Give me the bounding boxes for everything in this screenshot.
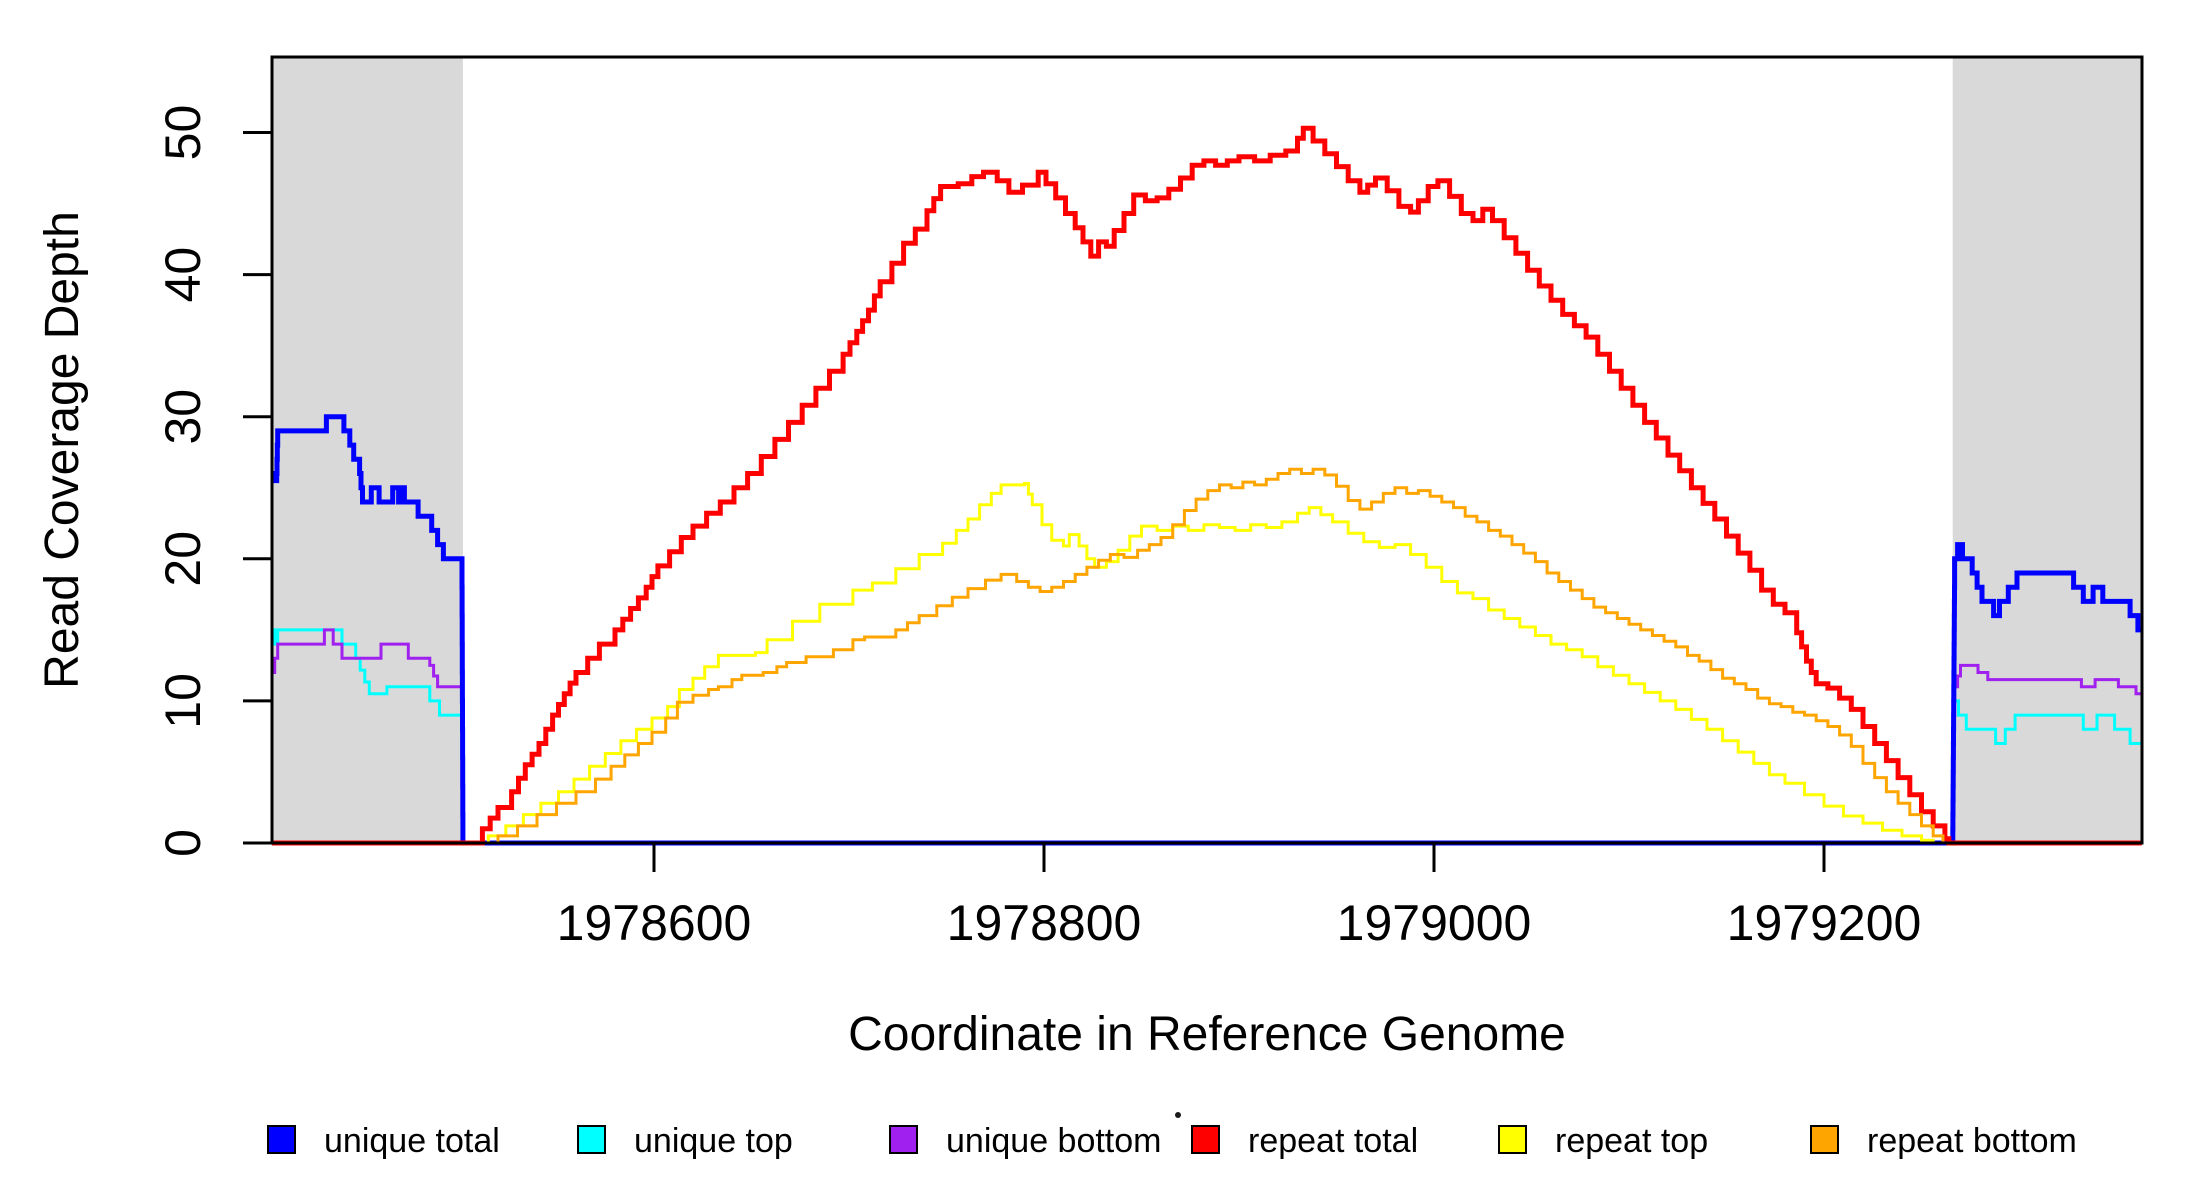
series-repeat-total: [271, 125, 2142, 846]
legend-label: repeat total: [1248, 1122, 1418, 1160]
legend-item-unique-total: unique total: [267, 1122, 500, 1160]
legend-swatch-icon: [267, 1125, 296, 1154]
legend-label: unique total: [324, 1122, 500, 1160]
legend-swatch-icon: [1498, 1125, 1527, 1154]
series-unique-total: [271, 414, 2142, 846]
series-repeat-bottom: [271, 467, 2142, 845]
legend-item-unique-bottom: unique bottom: [889, 1122, 1162, 1160]
x-tick-label: 1978600: [557, 895, 752, 951]
stray-dot: [1175, 1112, 1181, 1118]
legend-label: unique top: [634, 1122, 793, 1160]
series-layer: [271, 125, 2142, 846]
y-tick-label: 50: [155, 105, 211, 161]
legend-label: repeat bottom: [1867, 1122, 2077, 1160]
legend-item-repeat-top: repeat top: [1498, 1122, 1708, 1160]
legend-swatch-icon: [889, 1125, 918, 1154]
legend-label: unique bottom: [946, 1122, 1162, 1160]
shaded-region-left-flank: [271, 58, 463, 843]
legend-item-unique-top: unique top: [577, 1122, 793, 1160]
shaded-region-right-flank: [1952, 58, 2142, 843]
x-tick-label: 1979200: [1727, 895, 1922, 951]
plot-border-box: [270, 55, 2144, 845]
x-tick-label: 1979000: [1337, 895, 1532, 951]
y-tick-label: 40: [155, 247, 211, 303]
legend-label: repeat top: [1555, 1122, 1708, 1160]
y-tick-label: 10: [155, 673, 211, 729]
legend-swatch-icon: [1191, 1125, 1220, 1154]
y-axis-title: Read Coverage Depth: [36, 211, 89, 689]
axis-ticks: 1978600 1978800 1979000 1979200 0 10 20 30 40 50: [155, 105, 1921, 951]
x-tick-label: 1978800: [947, 895, 1142, 951]
legend-swatch-icon: [1810, 1125, 1839, 1154]
x-axis-title: Coordinate in Reference Genome: [848, 1008, 1566, 1061]
legend-item-repeat-bottom: repeat bottom: [1810, 1122, 2077, 1160]
y-tick-label: 20: [155, 531, 211, 587]
series-repeat-top: [271, 482, 2142, 845]
shaded-regions: [271, 58, 2142, 843]
legend: unique total unique top unique bottom repea…: [267, 1122, 2077, 1160]
y-tick-label: 0: [155, 829, 211, 857]
legend-swatch-icon: [577, 1125, 606, 1154]
series-unique-top: [271, 628, 2142, 845]
legend-item-repeat-total: repeat total: [1191, 1122, 1418, 1160]
y-tick-label: 30: [155, 389, 211, 445]
series-unique-bottom: [271, 628, 2142, 845]
